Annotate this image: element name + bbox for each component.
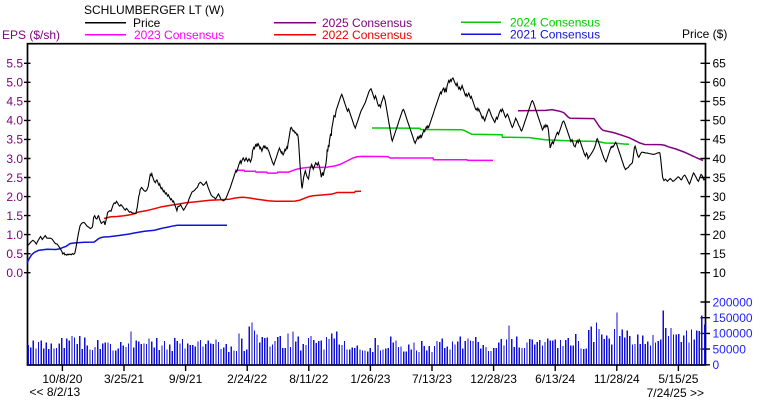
svg-text:0: 0 — [713, 358, 720, 372]
svg-text:11/28/24: 11/28/24 — [594, 372, 640, 386]
svg-text:55: 55 — [713, 95, 727, 109]
svg-text:9/9/21: 9/9/21 — [169, 372, 203, 386]
svg-text:2/24/22: 2/24/22 — [227, 372, 267, 386]
svg-text:6/13/24: 6/13/24 — [535, 372, 575, 386]
svg-text:2022 Consensus: 2022 Consensus — [322, 28, 412, 42]
svg-text:10/8/20: 10/8/20 — [42, 372, 82, 386]
svg-text:0.0: 0.0 — [6, 266, 23, 280]
svg-text:2.5: 2.5 — [6, 171, 23, 185]
svg-text:15: 15 — [713, 247, 727, 261]
svg-text:25: 25 — [713, 209, 727, 223]
svg-text:45: 45 — [713, 133, 727, 147]
svg-text:2021 Consensus: 2021 Consensus — [510, 27, 600, 41]
svg-text:40: 40 — [713, 152, 727, 166]
svg-text:0.5: 0.5 — [6, 247, 23, 261]
svg-text:65: 65 — [713, 57, 727, 71]
svg-text:100000: 100000 — [713, 327, 753, 341]
svg-text:35: 35 — [713, 171, 727, 185]
svg-text:2025 Consensus: 2025 Consensus — [322, 16, 412, 30]
svg-text:EPS ($/sh): EPS ($/sh) — [2, 28, 60, 42]
svg-text:12/28/23: 12/28/23 — [470, 372, 517, 386]
svg-text:10: 10 — [713, 266, 727, 280]
svg-text:50000: 50000 — [713, 342, 747, 356]
svg-text:60: 60 — [713, 76, 727, 90]
svg-text:200000: 200000 — [713, 295, 753, 309]
svg-text:3.5: 3.5 — [6, 133, 23, 147]
svg-text:2024 Consensus: 2024 Consensus — [510, 15, 600, 29]
svg-text:1.0: 1.0 — [6, 228, 23, 242]
svg-text:5.0: 5.0 — [6, 76, 23, 90]
svg-text:2023 Consensus: 2023 Consensus — [134, 28, 224, 42]
svg-text:1/26/23: 1/26/23 — [350, 372, 390, 386]
svg-text:4.5: 4.5 — [6, 95, 23, 109]
svg-text:Price: Price — [133, 16, 161, 30]
svg-text:5.5: 5.5 — [6, 57, 23, 71]
svg-text:Price ($): Price ($) — [682, 27, 727, 41]
svg-text:7/24/25 >>: 7/24/25 >> — [647, 386, 704, 400]
svg-text:30: 30 — [713, 190, 727, 204]
svg-text:50: 50 — [713, 114, 727, 128]
svg-text:1.5: 1.5 — [6, 209, 23, 223]
svg-text:8/11/22: 8/11/22 — [289, 372, 328, 386]
svg-text:3/25/21: 3/25/21 — [104, 372, 144, 386]
svg-text:7/13/23: 7/13/23 — [412, 372, 452, 386]
svg-text:3.0: 3.0 — [6, 152, 23, 166]
svg-text:2.0: 2.0 — [6, 190, 23, 204]
svg-text:SCHLUMBERGER LT (W): SCHLUMBERGER LT (W) — [84, 3, 224, 17]
svg-text:<< 8/2/13: << 8/2/13 — [30, 385, 81, 399]
svg-text:20: 20 — [713, 228, 727, 242]
svg-text:5/15/25: 5/15/25 — [658, 372, 698, 386]
svg-text:4.0: 4.0 — [6, 114, 23, 128]
svg-text:150000: 150000 — [713, 311, 753, 325]
